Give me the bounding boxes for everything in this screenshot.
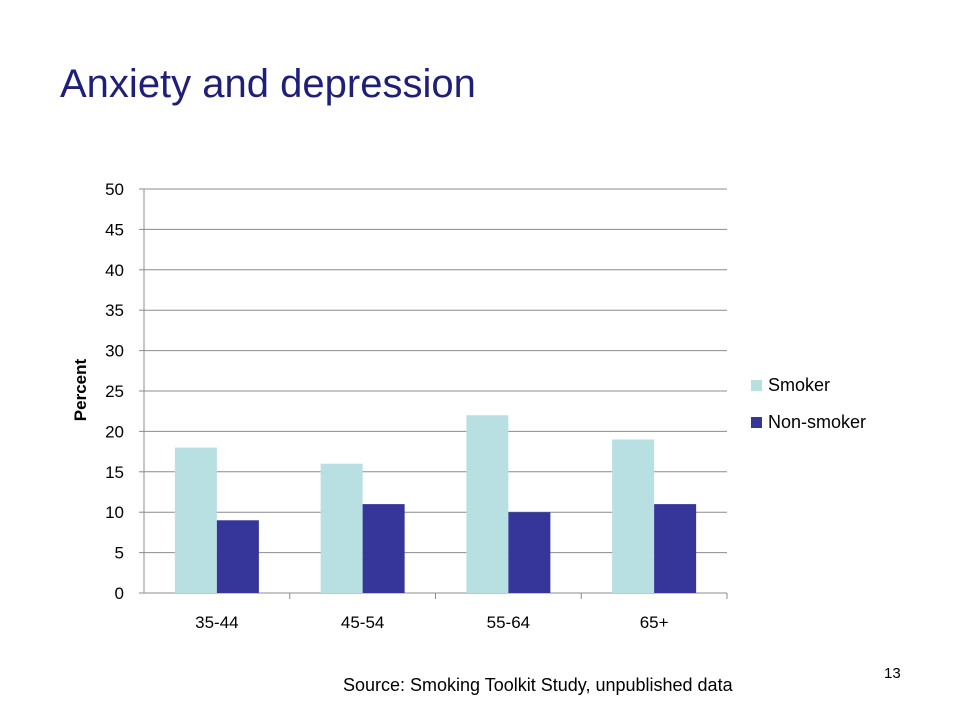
legend-label: Non-smoker [768, 412, 866, 432]
x-tick-label: 55-64 [487, 613, 530, 632]
gridlines [144, 188, 727, 554]
legend-swatch [751, 380, 762, 391]
y-tick-label: 30 [105, 342, 124, 361]
bar-smoker-45-54 [320, 463, 363, 593]
legend: Smoker Non-smoker [751, 375, 866, 432]
bar-non-smoker-65+ [654, 504, 697, 593]
bar-smoker-65+ [612, 439, 655, 593]
bars [174, 415, 697, 593]
y-tick-label: 25 [105, 382, 124, 401]
x-tick-label: 65+ [640, 613, 669, 632]
bar-smoker-55-64 [466, 415, 509, 593]
legend-swatch [751, 417, 762, 428]
y-tick-label: 40 [105, 261, 124, 280]
y-tick-label: 15 [105, 463, 124, 482]
y-tick-label: 5 [115, 544, 124, 563]
bar-smoker-35-44 [174, 447, 217, 593]
x-tick-label: 45-54 [341, 613, 384, 632]
y-tick-label: 20 [105, 422, 124, 441]
y-tick-label: 50 [105, 180, 124, 199]
page-number: 13 [884, 665, 901, 682]
bar-non-smoker-35-44 [216, 520, 259, 593]
y-axis-title: Percent [71, 358, 90, 421]
x-tick-label: 35-44 [195, 613, 238, 632]
bar-non-smoker-55-64 [508, 512, 551, 593]
y-tick-label: 0 [115, 584, 124, 603]
source-note: Source: Smoking Toolkit Study, unpublish… [343, 675, 733, 695]
tick-labels: 0 5 10 15 20 25 30 35 40 45 50 35-44 45-54 55-64 65+ [105, 180, 669, 632]
y-tick-label: 45 [105, 220, 124, 239]
bar-non-smoker-45-54 [362, 504, 405, 593]
legend-label: Smoker [768, 375, 830, 395]
y-tick-label: 10 [105, 503, 124, 522]
slide-title: Anxiety and depression [60, 62, 476, 106]
y-tick-label: 35 [105, 301, 124, 320]
